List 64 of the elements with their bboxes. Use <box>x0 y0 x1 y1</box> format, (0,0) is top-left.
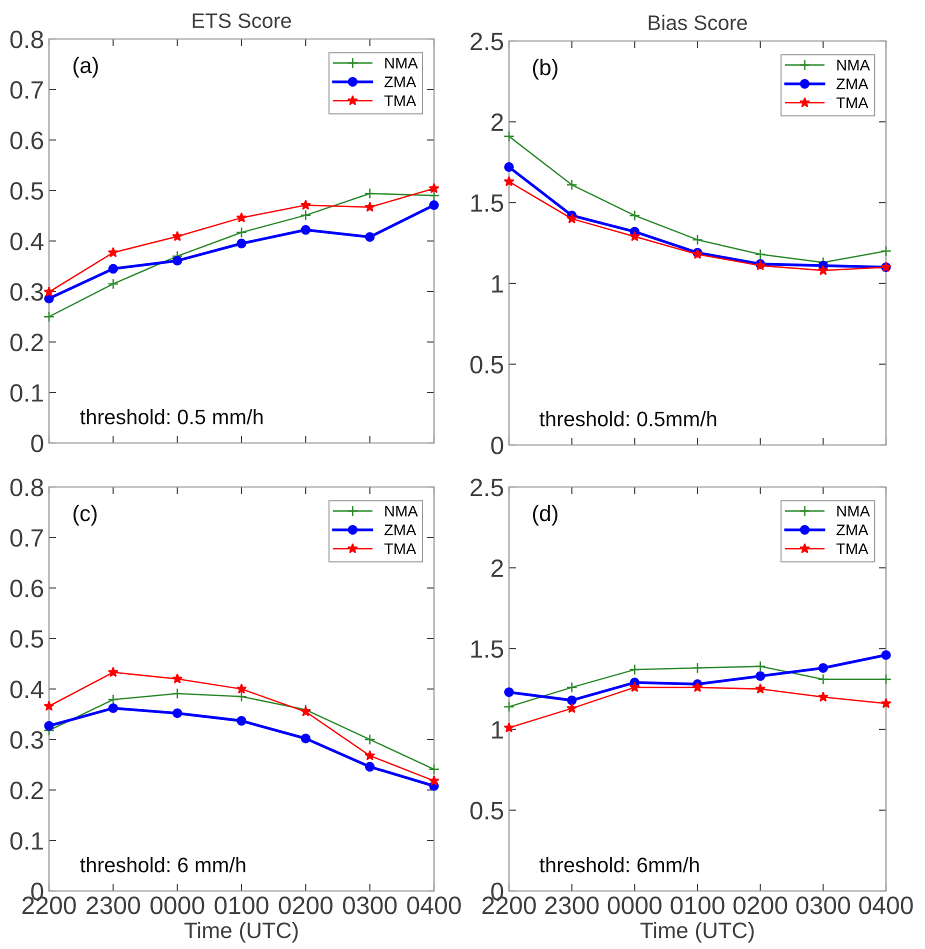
legend-label: NMA <box>837 60 870 70</box>
y-tick-label: 0.2 <box>10 334 43 352</box>
annotation: threshold: 0.5mm/h <box>539 411 716 426</box>
legend-label: TMA <box>836 97 868 108</box>
legend-label: ZMA <box>836 524 868 536</box>
x-tick-label: 0400 <box>859 896 913 914</box>
legend-label: ZMA <box>384 524 416 536</box>
y-tick-label: 0.4 <box>10 680 44 698</box>
y-tick-label: 2 <box>491 113 503 131</box>
annotation: (c) <box>73 504 97 526</box>
x-tick-label: 0200 <box>278 896 332 914</box>
y-tick-label: 0.8 <box>10 30 44 48</box>
y-tick-label: 0.7 <box>10 81 43 99</box>
annotation: (a) <box>73 56 98 78</box>
annotation: threshold: 0.5 mm/h <box>80 409 263 424</box>
annotation: threshold: 6 mm/h <box>80 857 246 872</box>
y-tick-label: 1 <box>492 275 503 292</box>
y-tick-label: 0 <box>491 436 504 454</box>
x-tick-label: 0300 <box>796 896 850 914</box>
legend-label: NMA <box>385 58 418 68</box>
y-tick-label: 0 <box>31 434 44 452</box>
x-tick-label: 0000 <box>608 896 662 914</box>
x-tick-label: 0000 <box>150 896 204 914</box>
y-tick-label: 0.5 <box>10 630 44 648</box>
chart-title: ETS Score <box>192 13 291 28</box>
annotation: threshold: 6mm/h <box>539 857 699 872</box>
y-tick-label: 0.6 <box>10 580 44 598</box>
y-tick-label: 0.2 <box>10 782 43 800</box>
annotation: (d) <box>533 504 558 526</box>
y-tick-label: 1 <box>492 721 503 738</box>
legend-label: TMA <box>836 543 868 554</box>
y-tick-label: 1.5 <box>471 194 504 212</box>
y-tick-label: 0.6 <box>10 132 44 150</box>
chart-title: Bias Score <box>648 14 747 30</box>
legend-label: NMA <box>385 506 418 516</box>
legend-label: NMA <box>837 506 870 516</box>
y-tick-label: 0.5 <box>470 802 504 820</box>
y-tick-label: 0.8 <box>10 478 44 496</box>
annotation: (b) <box>533 58 558 80</box>
y-tick-label: 0.5 <box>10 182 44 200</box>
y-tick-label: 0.1 <box>10 384 43 402</box>
legend-label: TMA <box>384 543 416 554</box>
legend-label: ZMA <box>836 78 868 90</box>
y-tick-label: 0.7 <box>10 529 43 547</box>
x-tick-label: 2300 <box>545 896 599 914</box>
x-tick-label: 0200 <box>734 896 788 914</box>
y-tick-label: 0.4 <box>10 232 44 250</box>
y-tick-label: 2 <box>491 559 503 577</box>
y-tick-label: 0.3 <box>10 283 44 301</box>
y-tick-label: 0.5 <box>470 356 504 374</box>
x-axis-title: Time (UTC) <box>640 922 754 943</box>
x-axis-title: Time (UTC) <box>184 922 298 943</box>
y-tick-label: 0.3 <box>10 731 44 749</box>
y-tick-label: 2.5 <box>470 32 504 50</box>
legend-label: TMA <box>384 95 416 106</box>
y-tick-label: 1.5 <box>471 640 504 658</box>
x-tick-label: 0100 <box>214 896 268 914</box>
legend-label: ZMA <box>384 76 416 88</box>
y-tick-label: 0.1 <box>10 832 43 850</box>
x-tick-label: 2300 <box>86 896 140 914</box>
x-tick-label: 0300 <box>343 896 397 914</box>
x-tick-label: 0100 <box>670 896 724 914</box>
y-tick-label: 2.5 <box>470 478 504 496</box>
x-tick-label: 0400 <box>407 896 461 914</box>
